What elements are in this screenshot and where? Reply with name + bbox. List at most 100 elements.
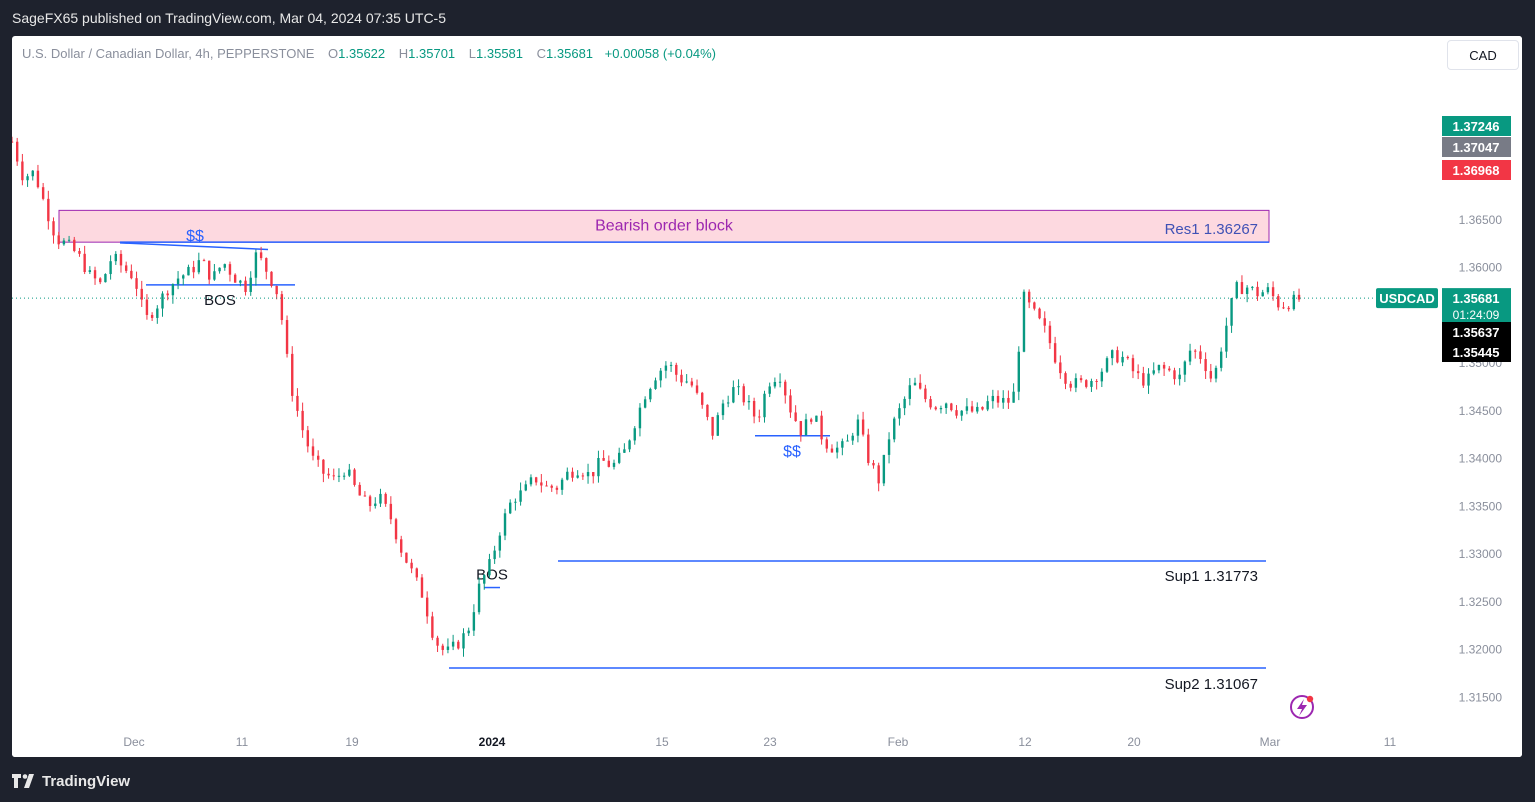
candle-body — [83, 253, 86, 273]
candle-body — [851, 435, 854, 441]
candle-body — [171, 284, 175, 296]
x-tick-label: 23 — [763, 735, 777, 749]
high-label: H — [398, 46, 409, 61]
candle-body — [747, 401, 751, 403]
candle-body — [67, 239, 71, 241]
candle-body — [1225, 325, 1228, 352]
candle-body — [924, 388, 927, 400]
candle-body — [970, 406, 974, 412]
candle-body — [1064, 373, 1067, 384]
candle-body — [88, 270, 92, 273]
candle-body — [996, 395, 1000, 403]
candle-body — [1162, 364, 1166, 369]
candle-body — [410, 562, 413, 569]
y-tick-label: 1.32500 — [1459, 595, 1503, 609]
candle-body — [581, 475, 585, 477]
candle-body — [145, 299, 149, 315]
candle-body — [550, 485, 553, 488]
candle-body — [784, 381, 787, 396]
candle-body — [73, 239, 76, 251]
tradingview-logo-text: TradingView — [42, 772, 131, 790]
candle-body — [519, 490, 522, 502]
candle-body — [872, 462, 875, 466]
candle-body — [265, 258, 268, 272]
order-block-label: Bearish order block — [595, 217, 734, 234]
candle-body — [1079, 378, 1083, 381]
candle-body — [316, 455, 320, 460]
candle-body — [327, 473, 330, 476]
candle-body — [15, 141, 19, 162]
candle-body — [659, 370, 662, 381]
candle-body — [1261, 292, 1264, 297]
candle-body — [1043, 318, 1046, 326]
flash-icon — [1290, 695, 1314, 719]
candle-body — [213, 271, 216, 280]
candle-body — [830, 448, 834, 453]
footer-bar: TradingView — [0, 758, 1535, 802]
candle-body — [1168, 368, 1171, 371]
candle-body — [1142, 373, 1145, 386]
candle-body — [732, 387, 735, 403]
candle-body — [976, 406, 979, 412]
candle-body — [218, 267, 221, 272]
candle-body — [1074, 378, 1078, 388]
candle-body — [1100, 371, 1104, 382]
candle-body — [1131, 358, 1135, 372]
close-value: 1.35681 — [546, 46, 594, 61]
candle-body — [534, 477, 538, 483]
candle-body — [12, 141, 14, 143]
candle-body — [26, 176, 29, 181]
candle-body — [1105, 358, 1109, 372]
candle-body — [140, 288, 143, 300]
candle-body — [166, 293, 169, 296]
candle-body — [275, 285, 278, 295]
black-price-tag-bg — [1442, 342, 1511, 362]
candle-body — [446, 646, 450, 650]
black-price-tag-value: 1.35445 — [1453, 345, 1500, 360]
candle-body — [483, 575, 486, 584]
candle-body — [695, 385, 699, 393]
candle-body — [654, 380, 657, 389]
candle-body — [1297, 294, 1301, 300]
price-chart[interactable]: 1.375001.365001.360001.355001.350001.345… — [12, 36, 1522, 757]
candle-body — [649, 388, 652, 400]
candle-body — [498, 535, 502, 551]
candle-body — [690, 381, 694, 386]
candle-body — [1147, 373, 1150, 386]
candle-body — [1111, 350, 1114, 359]
bos-label-2: BOS — [476, 567, 508, 584]
candle-body — [638, 407, 642, 429]
candle-body — [586, 472, 590, 477]
sup2-label: Sup2 1.31067 — [1165, 676, 1258, 693]
x-tick-label: 11 — [236, 735, 249, 749]
candle-body — [529, 477, 533, 485]
candle-body — [472, 612, 476, 631]
symbol-name: U.S. Dollar / Canadian Dollar, 4h, PEPPE… — [22, 46, 315, 61]
candle-body — [208, 260, 211, 280]
candle-body — [758, 416, 761, 418]
chart-area[interactable]: 1.375001.365001.360001.355001.350001.345… — [12, 36, 1522, 757]
candle-body — [1287, 307, 1290, 310]
candle-body — [1251, 286, 1254, 288]
candle-body — [1059, 362, 1062, 374]
candle-body — [825, 439, 828, 449]
x-tick-label: 11 — [1384, 735, 1397, 749]
candle-body — [742, 386, 745, 403]
candle-body — [31, 170, 34, 177]
currency-button[interactable]: CAD — [1447, 40, 1519, 70]
candle-body — [1235, 282, 1238, 299]
candle-body — [353, 469, 356, 485]
candle-body — [1007, 397, 1010, 403]
candle-body — [119, 253, 123, 266]
candle-body — [1173, 370, 1176, 380]
tradingview-logo[interactable]: TradingView — [12, 772, 130, 790]
candle-body — [420, 577, 424, 598]
candle-body — [1022, 291, 1026, 352]
candle-body — [233, 274, 237, 283]
y-tick-label: 1.31500 — [1459, 690, 1503, 704]
candle-body — [898, 408, 901, 419]
x-tick-label: 20 — [1127, 735, 1141, 749]
candle-body — [259, 252, 263, 259]
liquidity-trendline — [119, 242, 269, 251]
candle-body — [150, 314, 154, 318]
